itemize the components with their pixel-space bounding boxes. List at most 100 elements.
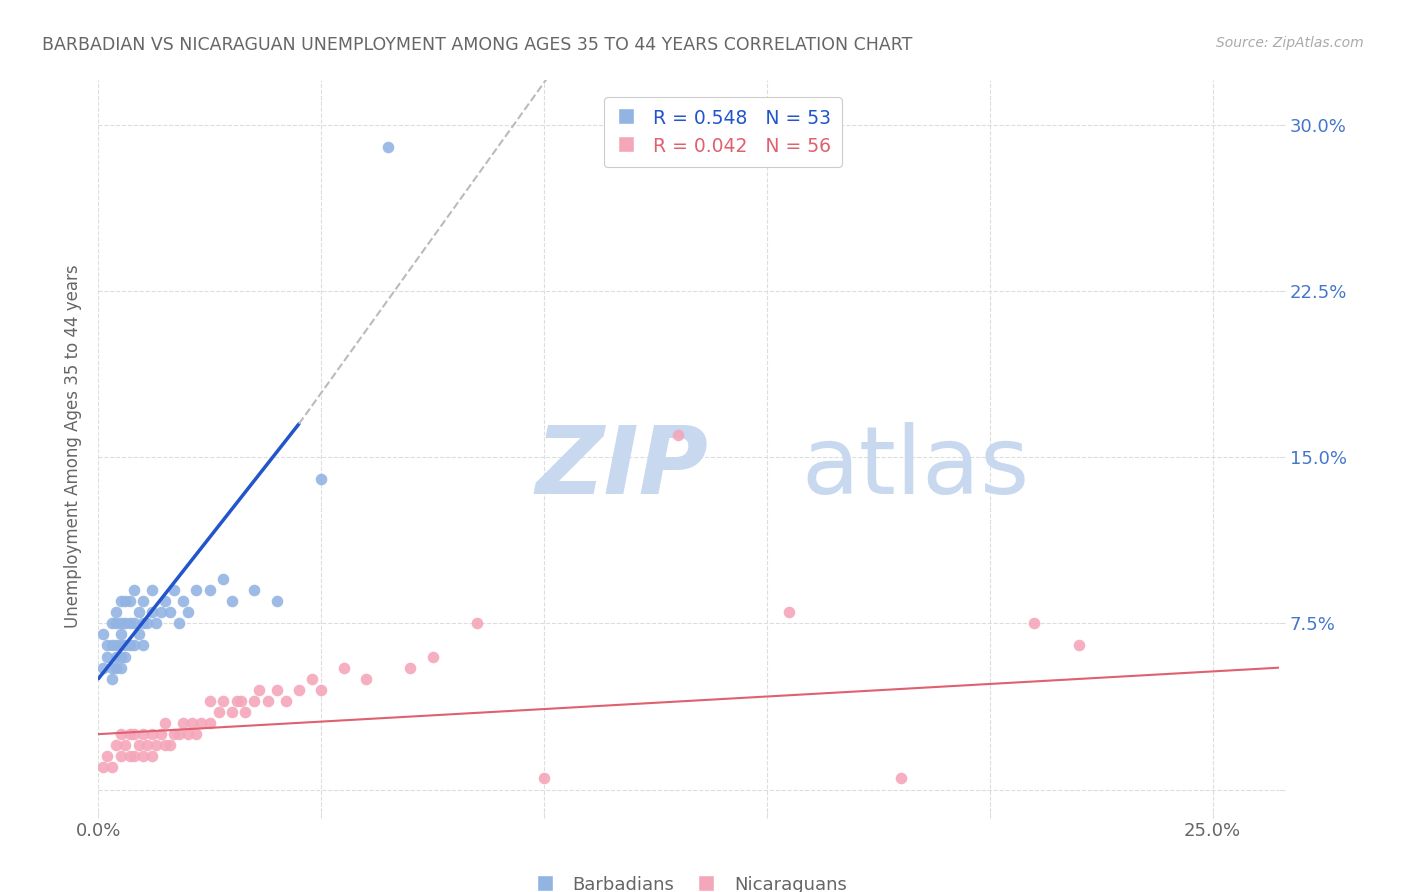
Text: atlas: atlas bbox=[801, 422, 1029, 514]
Point bbox=[163, 583, 186, 598]
Point bbox=[377, 140, 399, 154]
Point bbox=[132, 749, 155, 764]
Point bbox=[221, 594, 243, 608]
Point bbox=[198, 716, 221, 731]
Point bbox=[132, 727, 155, 741]
Point bbox=[136, 616, 159, 631]
Point bbox=[132, 594, 155, 608]
Point bbox=[105, 616, 128, 631]
Legend: Barbadians, Nicaraguans: Barbadians, Nicaraguans bbox=[524, 868, 853, 892]
Point bbox=[96, 749, 118, 764]
Point bbox=[243, 694, 266, 708]
Point bbox=[1024, 616, 1046, 631]
Point bbox=[399, 660, 422, 674]
Point bbox=[110, 616, 132, 631]
Point bbox=[186, 583, 208, 598]
Point bbox=[105, 738, 128, 752]
Point bbox=[145, 616, 167, 631]
Point bbox=[149, 605, 172, 619]
Point bbox=[141, 605, 163, 619]
Point bbox=[110, 660, 132, 674]
Point bbox=[167, 727, 190, 741]
Point bbox=[159, 605, 181, 619]
Point bbox=[225, 694, 247, 708]
Point bbox=[198, 694, 221, 708]
Point bbox=[890, 772, 912, 786]
Point bbox=[105, 649, 128, 664]
Point bbox=[132, 639, 155, 653]
Y-axis label: Unemployment Among Ages 35 to 44 years: Unemployment Among Ages 35 to 44 years bbox=[65, 264, 83, 628]
Point bbox=[256, 694, 278, 708]
Point bbox=[266, 682, 288, 697]
Point bbox=[91, 760, 114, 774]
Point bbox=[533, 772, 555, 786]
Point bbox=[110, 627, 132, 641]
Point bbox=[122, 727, 145, 741]
Point bbox=[110, 639, 132, 653]
Point bbox=[118, 749, 141, 764]
Point bbox=[243, 583, 266, 598]
Point bbox=[186, 727, 208, 741]
Point bbox=[114, 594, 136, 608]
Point bbox=[114, 738, 136, 752]
Point bbox=[110, 727, 132, 741]
Point bbox=[114, 639, 136, 653]
Point bbox=[301, 672, 323, 686]
Point bbox=[778, 605, 800, 619]
Point bbox=[101, 616, 124, 631]
Point bbox=[114, 616, 136, 631]
Point bbox=[118, 616, 141, 631]
Point bbox=[118, 594, 141, 608]
Point bbox=[122, 749, 145, 764]
Point bbox=[422, 649, 444, 664]
Point bbox=[229, 694, 252, 708]
Point bbox=[155, 594, 177, 608]
Point bbox=[172, 594, 194, 608]
Point bbox=[122, 639, 145, 653]
Point bbox=[101, 639, 124, 653]
Point bbox=[105, 639, 128, 653]
Point bbox=[198, 583, 221, 598]
Point bbox=[172, 716, 194, 731]
Point bbox=[354, 672, 377, 686]
Point bbox=[155, 738, 177, 752]
Point bbox=[105, 605, 128, 619]
Point bbox=[208, 705, 231, 719]
Point bbox=[141, 727, 163, 741]
Point bbox=[118, 727, 141, 741]
Point bbox=[101, 760, 124, 774]
Point bbox=[128, 627, 150, 641]
Point bbox=[110, 594, 132, 608]
Point bbox=[91, 660, 114, 674]
Point bbox=[181, 716, 204, 731]
Point bbox=[235, 705, 257, 719]
Point bbox=[91, 627, 114, 641]
Point bbox=[163, 727, 186, 741]
Point bbox=[465, 616, 488, 631]
Point bbox=[110, 649, 132, 664]
Point bbox=[122, 583, 145, 598]
Point bbox=[212, 572, 235, 586]
Point bbox=[1067, 639, 1090, 653]
Point bbox=[101, 660, 124, 674]
Point bbox=[128, 605, 150, 619]
Point bbox=[114, 649, 136, 664]
Point bbox=[122, 616, 145, 631]
Point bbox=[274, 694, 297, 708]
Point bbox=[128, 738, 150, 752]
Point bbox=[266, 594, 288, 608]
Point bbox=[96, 639, 118, 653]
Point bbox=[149, 727, 172, 741]
Point bbox=[96, 649, 118, 664]
Point bbox=[110, 749, 132, 764]
Point bbox=[167, 616, 190, 631]
Point bbox=[212, 694, 235, 708]
Point bbox=[176, 605, 198, 619]
Text: BARBADIAN VS NICARAGUAN UNEMPLOYMENT AMONG AGES 35 TO 44 YEARS CORRELATION CHART: BARBADIAN VS NICARAGUAN UNEMPLOYMENT AMO… bbox=[42, 36, 912, 54]
Point bbox=[118, 639, 141, 653]
Point bbox=[136, 738, 159, 752]
Point bbox=[309, 472, 332, 486]
Text: Source: ZipAtlas.com: Source: ZipAtlas.com bbox=[1216, 36, 1364, 50]
Text: ZIP: ZIP bbox=[536, 422, 709, 514]
Point bbox=[105, 660, 128, 674]
